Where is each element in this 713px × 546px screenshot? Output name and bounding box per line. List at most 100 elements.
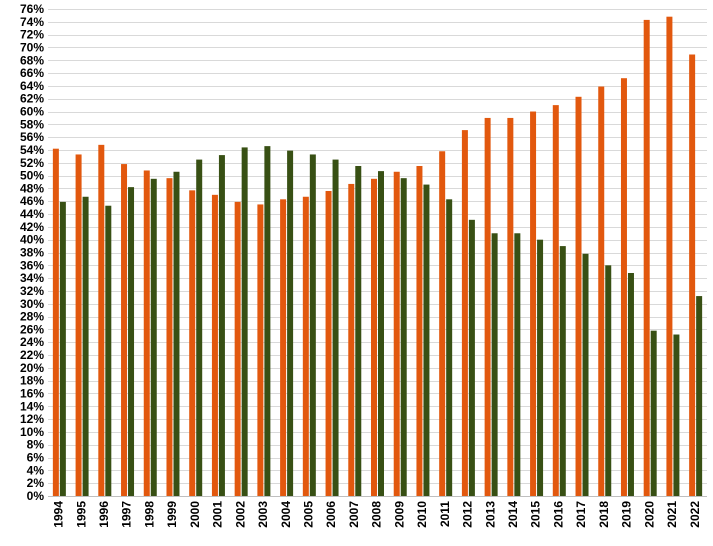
x-tick-label: 1999 — [165, 501, 179, 528]
bar-series-1 — [643, 19, 650, 496]
x-tick-label: 2012 — [461, 501, 475, 528]
x-tick-label: 2016 — [551, 501, 565, 528]
x-tick-label: 2011 — [438, 501, 452, 527]
bar-series-2 — [627, 273, 634, 496]
y-tick-label: 12% — [20, 412, 44, 426]
y-tick-label: 70% — [20, 40, 44, 54]
bar-series-1 — [211, 194, 218, 496]
y-tick-label: 32% — [20, 284, 44, 298]
bar-series-1 — [257, 204, 264, 496]
y-tick-label: 52% — [20, 156, 44, 170]
bar-series-2 — [355, 165, 362, 497]
bar-series-1 — [348, 183, 355, 496]
y-tick-label: 20% — [20, 361, 44, 375]
y-tick-label: 56% — [20, 130, 44, 144]
bar-series-1 — [325, 190, 332, 497]
x-tick-label: 2003 — [256, 501, 270, 528]
y-tick-label: 24% — [20, 335, 44, 349]
x-tick-label: 2020 — [642, 501, 656, 528]
y-tick-label: 54% — [20, 143, 44, 157]
bar-series-2 — [128, 187, 135, 497]
bar-series-2 — [173, 171, 180, 496]
y-tick-label: 36% — [20, 258, 44, 272]
bar-series-2 — [537, 239, 544, 496]
bar-series-2 — [218, 155, 225, 496]
y-tick-label: 30% — [20, 297, 44, 311]
bar-series-1 — [52, 148, 59, 496]
y-tick-label: 76% — [20, 2, 44, 16]
x-tick-label: 2021 — [665, 501, 679, 528]
y-tick-label: 50% — [20, 169, 44, 183]
bars — [52, 16, 703, 497]
bar-series-2 — [491, 233, 498, 497]
y-tick-label: 8% — [27, 438, 45, 452]
y-tick-label: 66% — [20, 66, 44, 80]
bar-series-1 — [461, 130, 468, 497]
bar-series-1 — [598, 86, 605, 497]
bar-series-1 — [98, 144, 105, 497]
x-tick-label: 1994 — [52, 501, 66, 528]
x-tick-label: 2019 — [620, 501, 634, 528]
x-tick-label: 2002 — [233, 501, 247, 528]
bar-series-1 — [166, 178, 173, 496]
y-tick-label: 2% — [27, 476, 45, 490]
y-tick-label: 0% — [27, 489, 45, 503]
bar-series-2 — [241, 147, 248, 496]
y-tick-label: 42% — [20, 220, 44, 234]
bar-series-1 — [439, 151, 446, 497]
bar-series-1 — [393, 171, 400, 496]
bar-series-1 — [189, 190, 196, 496]
x-tick-label: 1998 — [142, 501, 156, 528]
y-tick-label: 72% — [20, 28, 44, 42]
y-tick-label: 18% — [20, 374, 44, 388]
bar-series-1 — [280, 199, 287, 497]
y-tick-label: 34% — [20, 271, 44, 285]
bar-series-1 — [484, 117, 491, 497]
x-tick-label: 1997 — [120, 501, 134, 528]
x-axis-ticks: 1994 1995 1996 1997 1998 1999 2000 2001 2002 2003… — [52, 501, 702, 528]
bar-series-1 — [75, 154, 82, 496]
y-tick-label: 48% — [20, 181, 44, 195]
bar-series-2 — [105, 205, 112, 497]
y-tick-label: 14% — [20, 399, 44, 413]
y-tick-label: 16% — [20, 386, 44, 400]
bar-series-1 — [507, 117, 514, 497]
bar-series-2 — [468, 219, 475, 496]
y-tick-label: 40% — [20, 233, 44, 247]
y-tick-label: 46% — [20, 194, 44, 208]
x-tick-label: 2022 — [688, 501, 702, 528]
bar-series-2 — [559, 246, 566, 496]
x-tick-label: 2000 — [188, 501, 202, 528]
x-tick-label: 2009 — [392, 501, 406, 528]
y-tick-label: 28% — [20, 310, 44, 324]
y-tick-label: 58% — [20, 117, 44, 131]
y-tick-label: 38% — [20, 246, 44, 260]
bar-series-2 — [673, 334, 680, 496]
bar-series-1 — [234, 201, 241, 496]
y-tick-label: 10% — [20, 425, 44, 439]
bar-series-2 — [514, 233, 521, 497]
y-tick-label: 62% — [20, 92, 44, 106]
bar-series-2 — [309, 154, 316, 496]
x-tick-label: 2001 — [211, 501, 225, 528]
bar-series-2 — [82, 196, 89, 496]
bar-series-2 — [150, 178, 157, 496]
y-tick-label: 22% — [20, 348, 44, 362]
bar-series-1 — [416, 165, 423, 497]
bar-series-1 — [530, 111, 537, 497]
bar-series-1 — [620, 78, 627, 496]
x-tick-label: 2008 — [370, 501, 384, 528]
bar-series-2 — [582, 253, 589, 496]
y-tick-label: 4% — [27, 463, 45, 477]
bar-series-1 — [121, 164, 128, 497]
bar-series-1 — [552, 105, 559, 497]
bar-series-1 — [575, 96, 582, 497]
x-tick-label: 2013 — [483, 501, 497, 528]
x-tick-label: 2007 — [347, 501, 361, 528]
bar-series-2 — [378, 171, 384, 496]
y-tick-label: 64% — [20, 79, 44, 93]
x-tick-label: 1996 — [97, 501, 111, 528]
bar-series-1 — [666, 16, 673, 496]
bar-series-1 — [371, 178, 377, 496]
